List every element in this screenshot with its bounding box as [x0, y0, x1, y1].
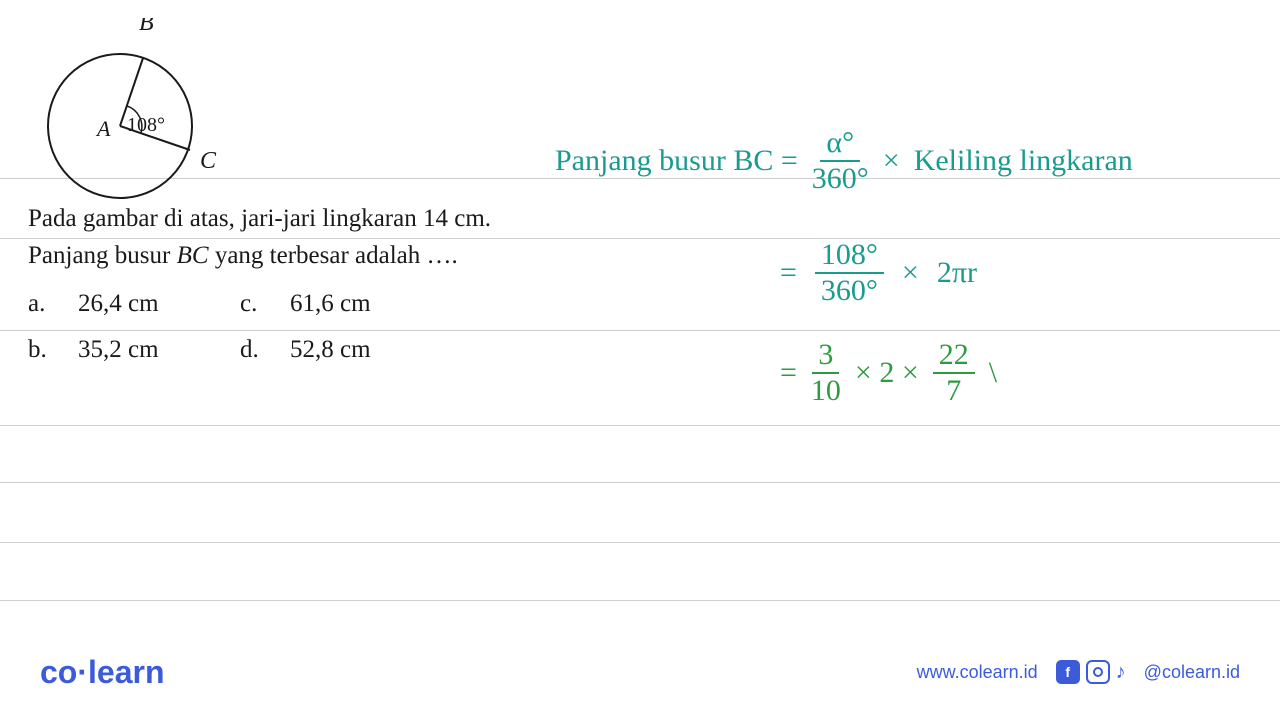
option-c-label: c. — [240, 290, 257, 318]
handwriting-line-3: = 3 10 × 2 × 22 7 \ — [780, 340, 997, 406]
hw2-eq: = — [780, 256, 797, 290]
hw3-den1: 10 — [811, 374, 841, 406]
question-prefix: Panjang busur — [28, 242, 177, 269]
footer-right: www.colearn.id f ♪ @colearn.id — [917, 660, 1240, 684]
hw3-tail: \ — [989, 356, 997, 390]
hw2-fraction: 108° 360° — [815, 240, 884, 306]
ruled-line — [0, 600, 1280, 601]
option-a-value: 26,4 cm — [78, 290, 159, 318]
logo-co: co — [40, 654, 77, 690]
hw1-fraction: α° 360° — [812, 128, 869, 194]
hw1-num: α° — [820, 128, 860, 162]
logo-learn: learn — [88, 654, 164, 690]
handwriting-line-1: Panjang busur BC = α° 360° × Keliling li… — [555, 128, 1133, 194]
tiktok-icon: ♪ — [1116, 661, 1126, 684]
hw3-num1: 3 — [812, 340, 839, 374]
hw3-fraction-1: 3 10 — [811, 340, 841, 406]
hw2-suffix: 2πr — [937, 256, 977, 290]
hw3-den2: 7 — [946, 374, 961, 406]
question-line-1: Pada gambar di atas, jari-jari lingkaran… — [28, 205, 491, 233]
instagram-icon — [1086, 660, 1110, 684]
question-line-2: Panjang busur BC yang terbesar adalah …. — [28, 242, 458, 270]
ruled-line — [0, 542, 1280, 543]
ruled-line — [0, 482, 1280, 483]
handwriting-line-2: = 108° 360° × 2πr — [780, 240, 977, 306]
hw1-prefix: Panjang busur BC = — [555, 144, 798, 178]
circle-svg: B C A 108° — [25, 18, 235, 208]
question-italic: BC — [177, 242, 209, 269]
option-d-label: d. — [240, 336, 259, 364]
hw1-den: 360° — [812, 162, 869, 194]
option-a-label: a. — [28, 290, 45, 318]
footer: co·learn www.colearn.id f ♪ @colearn.id — [0, 652, 1280, 692]
logo-dot: · — [77, 654, 88, 690]
label-B: B — [139, 18, 154, 36]
label-C: C — [200, 148, 217, 174]
label-A: A — [95, 116, 111, 141]
hw2-den: 360° — [821, 274, 878, 306]
social-icons: f ♪ — [1056, 660, 1126, 684]
ruled-line — [0, 425, 1280, 426]
question-suffix: yang terbesar adalah …. — [209, 242, 458, 269]
option-b-value: 35,2 cm — [78, 336, 159, 364]
hw1-times: × — [883, 144, 900, 178]
hw2-num: 108° — [815, 240, 884, 274]
option-d-value: 52,8 cm — [290, 336, 371, 364]
footer-website: www.colearn.id — [917, 662, 1038, 683]
option-b-label: b. — [28, 336, 47, 364]
hw3-fraction-2: 22 7 — [933, 340, 975, 406]
circle-diagram: B C A 108° — [25, 18, 235, 213]
hw3-times1: × 2 × — [855, 356, 919, 390]
facebook-icon: f — [1056, 660, 1080, 684]
hw1-suffix: Keliling lingkaran — [914, 144, 1133, 178]
page: B C A 108° Pada gambar di atas, jari-jar… — [0, 0, 1280, 720]
hw2-times: × — [902, 256, 919, 290]
angle-label: 108° — [127, 114, 165, 136]
ruled-line — [0, 330, 1280, 331]
option-c-value: 61,6 cm — [290, 290, 371, 318]
footer-handle: @colearn.id — [1144, 662, 1240, 683]
hw3-eq: = — [780, 356, 797, 390]
logo: co·learn — [40, 654, 164, 691]
hw3-num2: 22 — [933, 340, 975, 374]
ruled-line — [0, 238, 1280, 239]
